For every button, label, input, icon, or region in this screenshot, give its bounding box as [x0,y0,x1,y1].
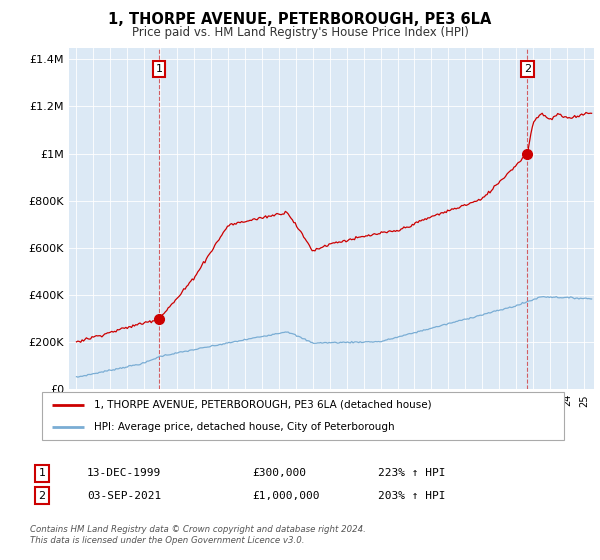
Text: 1, THORPE AVENUE, PETERBOROUGH, PE3 6LA (detached house): 1, THORPE AVENUE, PETERBOROUGH, PE3 6LA … [94,400,432,410]
Text: 1: 1 [38,468,46,478]
FancyBboxPatch shape [42,392,564,440]
Text: HPI: Average price, detached house, City of Peterborough: HPI: Average price, detached house, City… [94,422,395,432]
Text: 2: 2 [524,64,531,74]
Text: This data is licensed under the Open Government Licence v3.0.: This data is licensed under the Open Gov… [30,536,305,545]
Text: 13-DEC-1999: 13-DEC-1999 [87,468,161,478]
Text: 1: 1 [155,64,163,74]
Text: 03-SEP-2021: 03-SEP-2021 [87,491,161,501]
Text: 203% ↑ HPI: 203% ↑ HPI [378,491,445,501]
Text: Contains HM Land Registry data © Crown copyright and database right 2024.: Contains HM Land Registry data © Crown c… [30,525,366,534]
Text: 223% ↑ HPI: 223% ↑ HPI [378,468,445,478]
Text: Price paid vs. HM Land Registry's House Price Index (HPI): Price paid vs. HM Land Registry's House … [131,26,469,39]
Text: 1, THORPE AVENUE, PETERBOROUGH, PE3 6LA: 1, THORPE AVENUE, PETERBOROUGH, PE3 6LA [109,12,491,27]
Text: £1,000,000: £1,000,000 [252,491,320,501]
Text: 2: 2 [38,491,46,501]
Text: £300,000: £300,000 [252,468,306,478]
